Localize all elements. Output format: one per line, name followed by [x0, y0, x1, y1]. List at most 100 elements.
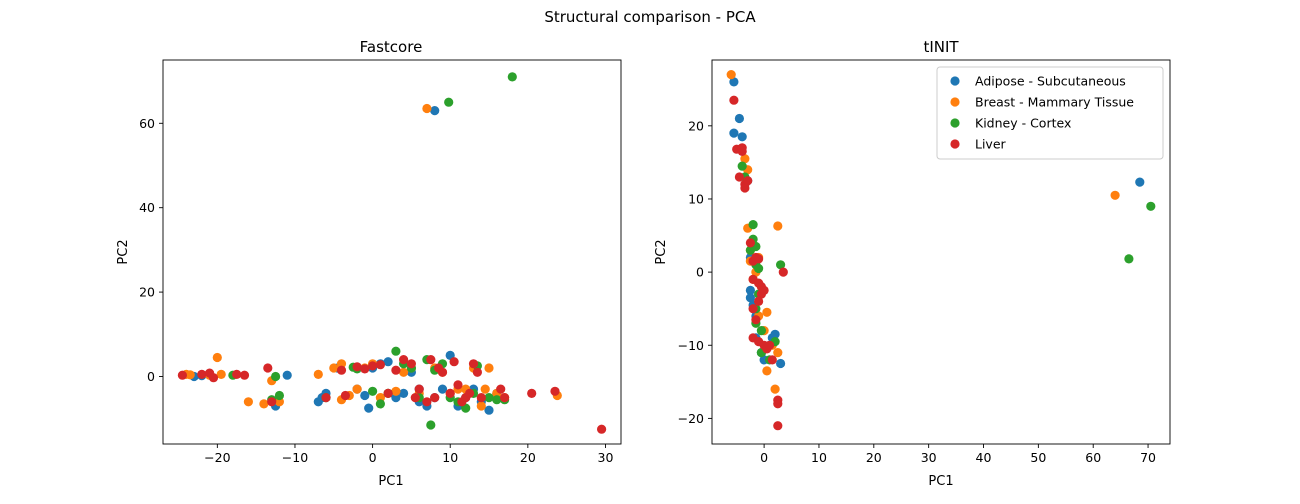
point-fastcore-breast-mammary-tissue-3 [212, 352, 222, 363]
x-tick-label-tinit-20: 20 [866, 450, 882, 465]
points-fastcore [177, 72, 607, 434]
plot-tinit: tINIT PC1 PC2 0 10 20 30 40 50 60 70 −20 −10 0 10 20… [654, 38, 1171, 489]
point-tinit-adipose-subcutaneous-15 [770, 329, 780, 339]
point-fastcore-liver-19 [410, 393, 420, 403]
point-fastcore-breast-mammary-tissue-10 [329, 363, 339, 373]
legend-marker-kidney-cortex [950, 118, 960, 128]
y-tick-label-fastcore-40: 40 [139, 200, 155, 215]
point-tinit-liver-18 [748, 304, 758, 314]
point-fastcore-adipose-subcutaneous-22 [430, 106, 440, 116]
point-fastcore-liver-1 [197, 369, 207, 379]
point-fastcore-liver-14 [375, 360, 385, 370]
point-tinit-adipose-subcutaneous-17 [1135, 177, 1145, 187]
point-fastcore-liver-0 [177, 370, 187, 380]
point-tinit-kidney-cortex-17 [1146, 201, 1156, 211]
point-tinit-breast-mammary-tissue-16 [773, 348, 783, 358]
x-tick-label-fastcore-20: 20 [520, 450, 536, 465]
point-fastcore-liver-37 [527, 388, 537, 398]
point-tinit-liver-25 [767, 355, 777, 365]
point-fastcore-liver-6 [263, 363, 273, 373]
point-tinit-adipose-subcutaneous-3 [737, 132, 747, 142]
point-tinit-liver-27 [773, 399, 783, 409]
x-tick-label-tinit-40: 40 [976, 450, 992, 465]
y-tick-label-tinit-10: 10 [688, 191, 704, 206]
point-fastcore-liver-34 [476, 393, 486, 403]
point-tinit-kidney-cortex-7 [754, 263, 764, 274]
point-fastcore-kidney-cortex-24 [484, 393, 494, 403]
point-fastcore-liver-18 [406, 359, 416, 369]
point-fastcore-liver-20 [414, 384, 424, 394]
point-fastcore-adipose-subcutaneous-16 [399, 388, 409, 398]
point-fastcore-liver-33 [472, 367, 482, 377]
point-tinit-liver-0 [729, 95, 739, 105]
point-fastcore-liver-10 [340, 390, 350, 401]
point-tinit-adipose-subcutaneous-7 [745, 293, 756, 303]
point-fastcore-liver-17 [399, 355, 409, 365]
x-tick-label-tinit-60: 60 [1085, 450, 1101, 465]
points-tinit [726, 70, 1156, 431]
point-fastcore-liver-11 [352, 362, 362, 372]
x-tick-label-tinit-50: 50 [1030, 450, 1046, 465]
y-axis-label-fastcore: PC2 [116, 239, 131, 264]
x-axis-label-tinit: PC1 [928, 474, 953, 489]
point-fastcore-breast-mammary-tissue-14 [352, 384, 362, 394]
point-fastcore-liver-13 [368, 361, 378, 371]
legend-frame [936, 66, 1164, 160]
x-tick-label-fastcore-30: 30 [598, 450, 614, 465]
point-fastcore-adipose-subcutaneous-23 [437, 384, 448, 394]
point-fastcore-breast-mammary-tissue-23 [422, 103, 432, 114]
point-fastcore-breast-mammary-tissue-30 [476, 401, 486, 411]
point-tinit-breast-mammary-tissue-14 [770, 384, 780, 394]
axes-frame-tinit [711, 59, 1171, 445]
point-fastcore-kidney-cortex-7 [368, 386, 378, 396]
y-tick-label-fastcore-0: 0 [147, 369, 155, 384]
x-axis-label-fastcore: PC1 [378, 474, 403, 489]
point-fastcore-kidney-cortex-15 [426, 420, 436, 430]
point-fastcore-liver-22 [426, 355, 436, 365]
y-axis-label-tinit: PC2 [654, 239, 669, 264]
point-fastcore-liver-31 [465, 388, 475, 398]
point-fastcore-liver-38 [550, 386, 560, 396]
point-fastcore-liver-28 [453, 380, 463, 390]
plot-title-tinit: tINIT [923, 38, 959, 56]
point-fastcore-liver-16 [391, 365, 401, 375]
point-tinit-breast-mammary-tissue-17 [1110, 190, 1120, 200]
point-tinit-liver-2 [734, 172, 745, 182]
point-fastcore-breast-mammary-tissue-5 [243, 397, 253, 407]
point-fastcore-liver-25 [437, 367, 448, 377]
point-tinit-adipose-subcutaneous-2 [734, 113, 745, 124]
plot-title-fastcore: Fastcore [360, 38, 423, 56]
point-fastcore-kidney-cortex-18 [444, 97, 454, 107]
point-tinit-adipose-subcutaneous-1 [729, 128, 739, 138]
point-fastcore-liver-12 [360, 364, 370, 374]
point-fastcore-kidney-cortex-8 [375, 399, 385, 409]
x-tick-label-tinit-10: 10 [811, 450, 827, 465]
plot-fastcore: Fastcore PC1 PC2 −20 −10 0 10 20 30 0 20 40 60 [116, 38, 622, 489]
legend-marker-liver [950, 139, 960, 149]
point-tinit-liver-29 [778, 267, 788, 277]
point-tinit-liver-8 [745, 238, 756, 248]
point-tinit-adipose-subcutaneous-0 [729, 77, 739, 87]
point-tinit-kidney-cortex-11 [756, 326, 767, 336]
point-fastcore-liver-4 [232, 369, 242, 379]
point-tinit-liver-19 [751, 315, 761, 325]
point-fastcore-kidney-cortex-3 [274, 390, 284, 401]
point-tinit-breast-mammary-tissue-12 [762, 366, 772, 376]
point-fastcore-adipose-subcutaneous-14 [383, 357, 393, 367]
point-fastcore-adipose-subcutaneous-10 [360, 390, 370, 401]
point-fastcore-breast-mammary-tissue-8 [274, 397, 284, 407]
point-tinit-liver-16 [759, 285, 769, 295]
x-tick-label-fastcore-0: 0 [369, 450, 377, 465]
point-fastcore-liver-5 [239, 370, 250, 380]
point-tinit-breast-mammary-tissue-1 [740, 154, 750, 164]
legend: Adipose - Subcutaneous Breast - Mammary T… [936, 66, 1164, 160]
legend-label-adipose-subcutaneous: Adipose - Subcutaneous [975, 74, 1126, 89]
axes-frame-fastcore [162, 59, 622, 445]
y-tick-label-fastcore-60: 60 [139, 116, 155, 131]
y-tick-label-tinit--20: −20 [678, 411, 704, 426]
point-tinit-liver-28 [773, 421, 783, 431]
point-fastcore-breast-mammary-tissue-31 [480, 384, 490, 394]
legend-marker-breast-mammary-tissue [950, 97, 960, 107]
point-fastcore-liver-9 [336, 365, 347, 375]
